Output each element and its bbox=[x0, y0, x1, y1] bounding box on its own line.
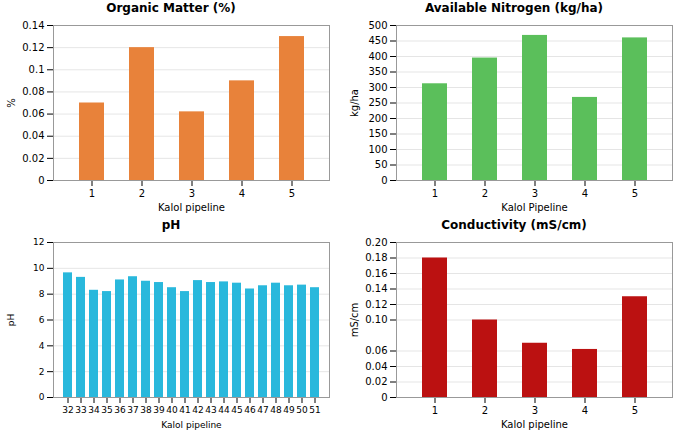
svg-text:0.20: 0.20 bbox=[365, 237, 387, 248]
svg-text:3: 3 bbox=[532, 188, 538, 199]
svg-text:47: 47 bbox=[257, 405, 268, 415]
svg-text:0.12: 0.12 bbox=[22, 42, 44, 53]
svg-text:0.06: 0.06 bbox=[365, 345, 387, 356]
svg-text:0.10: 0.10 bbox=[365, 314, 387, 325]
svg-text:400: 400 bbox=[368, 51, 387, 62]
svg-text:1: 1 bbox=[89, 188, 95, 199]
svg-text:34: 34 bbox=[88, 405, 100, 415]
svg-text:36: 36 bbox=[114, 405, 126, 415]
svg-text:43: 43 bbox=[205, 405, 216, 415]
svg-text:0.12: 0.12 bbox=[365, 299, 387, 310]
html-text:Available Nitrogen (kg/ha): Available Nitrogen (kg/ha) bbox=[424, 1, 604, 15]
html-text:pH: pH bbox=[161, 218, 181, 232]
svg-text:0.04: 0.04 bbox=[22, 130, 44, 141]
svg-text:3: 3 bbox=[532, 405, 538, 416]
svg-text:51: 51 bbox=[309, 405, 320, 415]
svg-text:10: 10 bbox=[33, 263, 45, 273]
svg-text:Kalol pipeline: Kalol pipeline bbox=[161, 420, 222, 430]
svg-text:1: 1 bbox=[432, 188, 438, 199]
svg-text:6: 6 bbox=[39, 315, 45, 325]
svg-text:42: 42 bbox=[192, 405, 203, 415]
svg-text:100: 100 bbox=[368, 144, 387, 155]
svg-text:2: 2 bbox=[482, 188, 488, 199]
svg-text:4: 4 bbox=[582, 405, 588, 416]
svg-text:0: 0 bbox=[39, 392, 45, 402]
svg-text:12: 12 bbox=[33, 237, 44, 247]
svg-text:0.08: 0.08 bbox=[22, 86, 44, 97]
svg-text:150: 150 bbox=[368, 128, 387, 139]
svg-text:0.16: 0.16 bbox=[365, 268, 387, 279]
svg-text:0.06: 0.06 bbox=[22, 108, 44, 119]
svg-text:45: 45 bbox=[231, 405, 242, 415]
svg-text:5: 5 bbox=[289, 188, 295, 199]
svg-text:41: 41 bbox=[179, 405, 190, 415]
svg-text:0.02: 0.02 bbox=[22, 153, 44, 164]
svg-text:0.14: 0.14 bbox=[22, 20, 44, 31]
svg-text:pH: pH bbox=[6, 314, 16, 326]
svg-text:49: 49 bbox=[283, 405, 295, 415]
svg-text:350: 350 bbox=[368, 66, 387, 77]
svg-text:50: 50 bbox=[296, 405, 308, 415]
svg-text:0: 0 bbox=[381, 392, 387, 403]
svg-text:500: 500 bbox=[368, 20, 387, 31]
svg-text:0.1: 0.1 bbox=[29, 64, 45, 75]
svg-text:37: 37 bbox=[127, 405, 138, 415]
svg-text:Kalol pipeline: Kalol pipeline bbox=[158, 202, 225, 213]
svg-text:Kalol pipeline: Kalol pipeline bbox=[501, 419, 568, 430]
svg-text:mS/cm: mS/cm bbox=[349, 303, 360, 338]
svg-text:46: 46 bbox=[244, 405, 256, 415]
html-text:Conductivity (mS/cm): Conductivity (mS/cm) bbox=[441, 218, 587, 232]
html-text:Organic Matter (%): Organic Matter (%) bbox=[106, 1, 236, 15]
svg-text:%: % bbox=[6, 98, 17, 108]
svg-text:38: 38 bbox=[140, 405, 152, 415]
svg-text:8: 8 bbox=[39, 289, 45, 299]
svg-text:39: 39 bbox=[153, 405, 165, 415]
svg-text:2: 2 bbox=[39, 367, 45, 377]
svg-text:40: 40 bbox=[166, 405, 178, 415]
svg-text:0.18: 0.18 bbox=[365, 252, 387, 263]
svg-text:2: 2 bbox=[482, 405, 488, 416]
svg-text:4: 4 bbox=[582, 188, 588, 199]
svg-text:300: 300 bbox=[368, 82, 387, 93]
svg-text:48: 48 bbox=[270, 405, 282, 415]
svg-text:3: 3 bbox=[189, 188, 195, 199]
svg-text:32: 32 bbox=[62, 405, 73, 415]
svg-text:0.14: 0.14 bbox=[365, 283, 387, 294]
svg-text:2: 2 bbox=[139, 188, 145, 199]
svg-text:4: 4 bbox=[239, 188, 245, 199]
svg-text:250: 250 bbox=[368, 97, 387, 108]
svg-text:0.02: 0.02 bbox=[365, 376, 387, 387]
svg-text:kg/ha: kg/ha bbox=[349, 89, 360, 117]
svg-text:50: 50 bbox=[375, 159, 388, 170]
svg-text:450: 450 bbox=[368, 35, 387, 46]
svg-text:1: 1 bbox=[432, 405, 438, 416]
svg-text:5: 5 bbox=[632, 405, 638, 416]
svg-text:0: 0 bbox=[381, 175, 387, 186]
svg-text:35: 35 bbox=[101, 405, 112, 415]
svg-text:Kalol Pipeline: Kalol Pipeline bbox=[501, 202, 568, 213]
svg-text:5: 5 bbox=[632, 188, 638, 199]
svg-text:33: 33 bbox=[75, 405, 86, 415]
svg-text:4: 4 bbox=[39, 341, 45, 351]
svg-text:0.04: 0.04 bbox=[365, 361, 387, 372]
svg-text:0: 0 bbox=[38, 175, 44, 186]
svg-text:200: 200 bbox=[368, 113, 387, 124]
svg-text:44: 44 bbox=[218, 405, 230, 415]
